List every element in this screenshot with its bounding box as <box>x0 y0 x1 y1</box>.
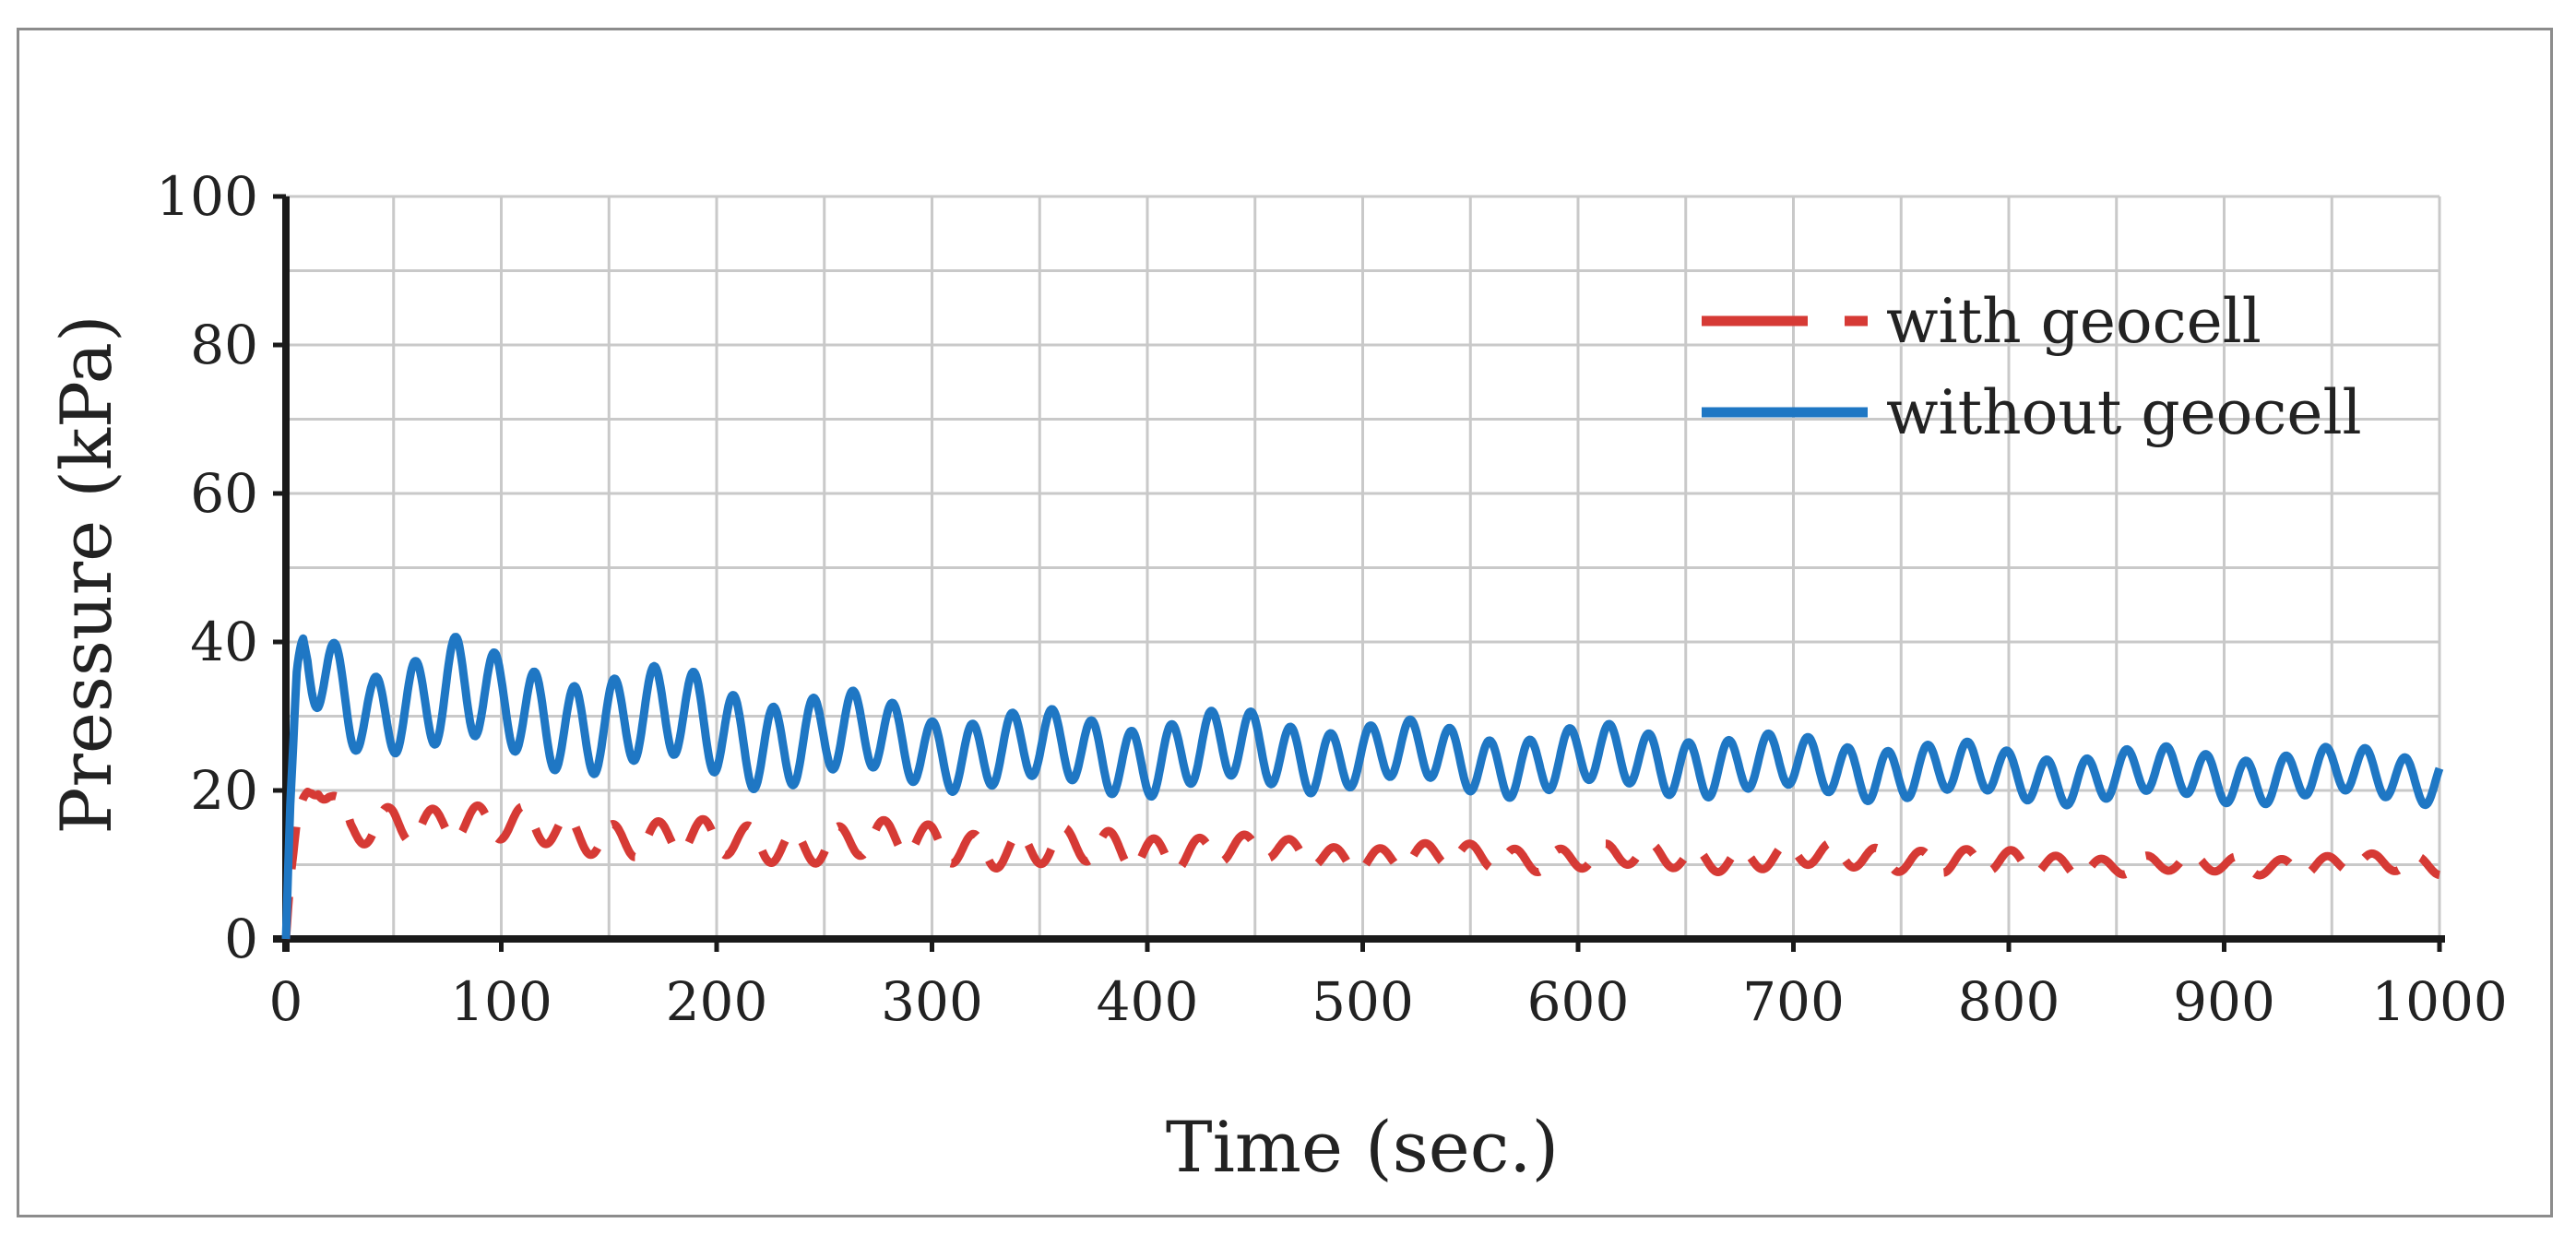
series-layer <box>281 633 2444 940</box>
x-tick-label: 200 <box>666 970 768 1033</box>
x-tick-label: 1000 <box>2371 970 2508 1033</box>
x-tick-label: 700 <box>1742 970 1845 1033</box>
x-tick-label: 300 <box>881 970 983 1033</box>
y-tick-label: 20 <box>190 759 258 822</box>
y-axis-title: Pressure (kPa) <box>45 315 127 834</box>
legend: with geocell without geocell <box>1702 286 2362 448</box>
x-tick-label: 0 <box>269 970 303 1033</box>
legend-label-without-geocell: without geocell <box>1886 377 2362 448</box>
y-tick-label: 60 <box>190 462 258 525</box>
x-tick-label: 600 <box>1527 970 1630 1033</box>
y-tick-label: 100 <box>156 165 258 228</box>
y-tick-label: 0 <box>224 908 258 970</box>
y-tick-label: 80 <box>190 314 258 376</box>
tick-labels: 0 100 200 300 400 500 600 700 800 900 1000 0 20 40 60 8… <box>156 165 2508 1033</box>
x-tick-label: 800 <box>1958 970 2060 1033</box>
x-tick-label: 100 <box>450 970 552 1033</box>
x-axis-title: Time (sec.) <box>1166 1106 1559 1188</box>
series-line-without-geocell <box>281 633 2444 940</box>
x-tick-label: 400 <box>1097 970 1199 1033</box>
legend-label-with-geocell: with geocell <box>1886 286 2261 357</box>
chart-frame <box>17 28 2553 1217</box>
y-tick-label: 40 <box>190 611 258 673</box>
x-tick-label: 500 <box>1312 970 1414 1033</box>
x-tick-label: 900 <box>2173 970 2275 1033</box>
